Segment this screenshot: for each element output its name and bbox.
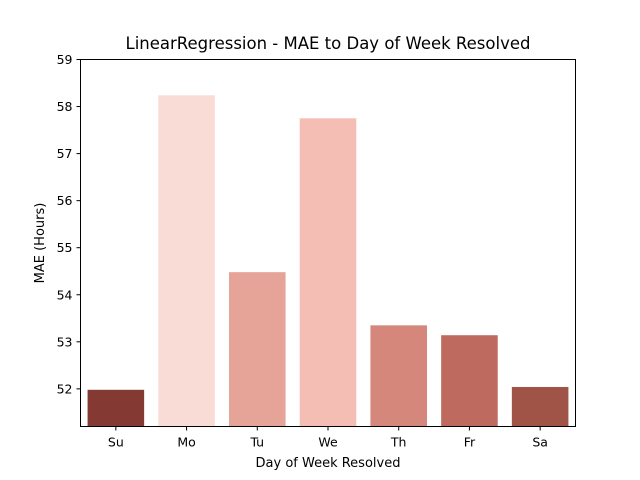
bar-sa: [511, 386, 569, 427]
bar-fr: [441, 335, 498, 427]
x-tick-label: Mo: [177, 435, 195, 450]
x-tick-label: Tu: [249, 435, 264, 450]
y-tick-label: 58: [57, 99, 73, 114]
bar-tu: [229, 272, 286, 427]
y-tick-label: 57: [57, 146, 73, 161]
y-tick-label: 52: [57, 381, 73, 396]
x-tick-label: Sa: [532, 435, 548, 450]
y-tick-label: 55: [57, 240, 73, 255]
bar-we: [299, 118, 357, 427]
chart-title: LinearRegression - MAE to Day of Week Re…: [126, 34, 531, 53]
x-axis-label: Day of Week Resolved: [256, 456, 401, 471]
x-tick-label: Fr: [464, 435, 476, 450]
bar-th: [370, 325, 427, 427]
y-tick-label: 53: [57, 334, 73, 349]
y-tick-label: 54: [57, 287, 73, 302]
x-tick-label: We: [318, 435, 338, 450]
bar-mo: [158, 95, 215, 427]
bar-su: [87, 389, 145, 427]
y-tick-label: 59: [57, 52, 73, 67]
x-tick-label: Su: [108, 435, 124, 450]
y-tick-label: 56: [57, 193, 73, 208]
y-axis-label: MAE (Hours): [33, 203, 48, 284]
x-tick-label: Th: [390, 435, 407, 450]
